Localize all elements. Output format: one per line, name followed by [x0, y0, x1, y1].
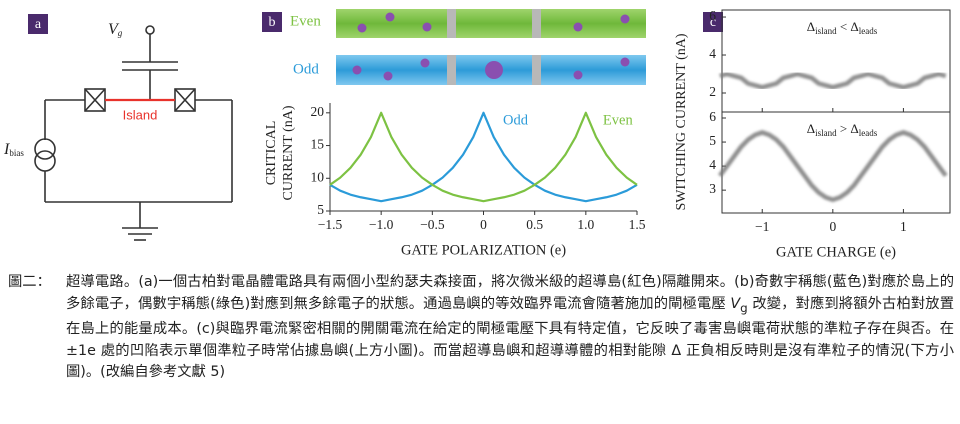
series-line	[329, 111, 638, 203]
panel-label-box	[28, 14, 48, 34]
x-tick-label: −1	[755, 219, 769, 234]
y-axis-label: SWITCHING CURRENT (nA)	[674, 33, 689, 210]
subscript: bias	[9, 148, 24, 158]
electron	[422, 22, 432, 32]
annotation: Δisland > Δleads	[807, 121, 878, 138]
x-axis-label: GATE CHARGE (e)	[776, 244, 896, 260]
even-label: Even	[290, 13, 321, 29]
panel-label: a	[35, 17, 42, 32]
panel-label-box	[703, 12, 723, 32]
junction-cross	[84, 88, 106, 112]
x-axis-label: GATE POLARIZATION (e)	[401, 242, 566, 258]
y-tick-label: 4	[709, 46, 716, 61]
extra-electron	[485, 61, 503, 79]
even-state-bar	[336, 9, 646, 38]
annotation-subscript: leads	[859, 128, 878, 138]
caption: 圖二： 超導電路。(a)一個古柏對電晶體電路具有兩個小型約瑟夫森接面，將次微米級…	[8, 272, 954, 384]
current-source	[34, 150, 56, 172]
figure: a Vg Island Ibias	[3, 8, 951, 260]
caption-text: 超導電路。(a)一個古柏對電晶體電路具有兩個小型約瑟夫森接面，將次微米級的超導島…	[66, 272, 954, 384]
x-tick-label: −1.0	[369, 217, 394, 232]
x-tick-label: 1	[900, 219, 907, 234]
y-tick-label: 10	[311, 169, 325, 184]
text: 改變，對應到將額外古柏對放置在島上的能量成本。(c)與臨界電流緊密相關的開關電流…	[66, 295, 954, 381]
y-tick-label: 6	[709, 8, 716, 23]
y-tick-label: 15	[311, 137, 325, 152]
plot-frame	[721, 111, 951, 214]
series-label: Odd	[503, 112, 529, 128]
electrons	[352, 12, 630, 81]
y-tick-label: 2	[709, 84, 716, 99]
series-label: Even	[603, 112, 634, 128]
subscript: g	[740, 300, 748, 315]
annotation-text: < Δ	[837, 19, 859, 34]
x-tick-label: 0	[480, 217, 487, 232]
y-tick-label: 5	[709, 133, 716, 148]
panel-label-box	[262, 12, 282, 32]
junction-gap	[447, 9, 456, 38]
junction-cross	[174, 88, 196, 112]
current-source	[34, 138, 56, 160]
x-tick-label: 0.5	[526, 217, 543, 232]
junction-gap	[532, 9, 541, 38]
panel-label: c	[710, 15, 716, 30]
electron	[573, 70, 583, 80]
panel-label: b	[269, 15, 276, 30]
y-tick-label: 20	[311, 104, 325, 119]
panel-c: c	[703, 12, 723, 32]
annotation-text: Δ	[807, 19, 815, 34]
symbol: V	[730, 295, 741, 312]
island-label: Island	[123, 107, 158, 122]
annotation-text: > Δ	[837, 121, 859, 136]
electron	[573, 22, 583, 32]
junction-gap	[447, 55, 456, 85]
text: 超導電路。(a)一個古柏對電晶體電路具有兩個小型約瑟夫森接面，將次微米級的超導島…	[66, 274, 954, 312]
panel-b: b Even Odd	[262, 9, 646, 85]
electron	[620, 14, 630, 24]
y-tick-label: 6	[709, 109, 716, 124]
x-tick-label: −0.5	[420, 217, 445, 232]
junction-gap	[532, 55, 541, 85]
series-line	[329, 111, 638, 203]
electron	[385, 12, 395, 22]
terminal	[145, 25, 155, 35]
x-tick-label: −1.5	[318, 217, 343, 232]
x-tick-label: 1.0	[577, 217, 594, 232]
panel-a: a Vg Island Ibias	[3, 14, 233, 241]
y-tick-label: 3	[709, 181, 716, 196]
annotation-subscript: island	[815, 128, 837, 138]
annotation: Δisland < Δleads	[807, 19, 878, 36]
electron	[383, 71, 393, 81]
y-axis-label: CURRENT (nA)	[281, 105, 296, 200]
series-line	[718, 130, 948, 203]
gate-voltage-label: Vg	[108, 21, 123, 38]
annotation-subscript: leads	[859, 26, 878, 36]
caption-label: 圖二：	[8, 274, 51, 290]
electron	[620, 57, 630, 67]
x-tick-label: 0	[829, 219, 836, 234]
x-tick-label: 1.5	[629, 217, 646, 232]
annotation-text: Δ	[807, 121, 815, 136]
odd-label: Odd	[293, 61, 319, 77]
y-tick-label: 4	[709, 157, 716, 172]
electron	[420, 58, 430, 68]
symbol: I	[3, 141, 10, 158]
bias-label: Ibias	[3, 141, 24, 158]
circuit	[34, 25, 233, 241]
subscript: g	[118, 28, 123, 38]
y-tick-label: 5	[317, 202, 324, 217]
electron	[352, 65, 362, 75]
symbol: V	[108, 21, 120, 38]
y-axis-label: CRITICAL	[264, 121, 279, 186]
annotation-subscript: island	[815, 26, 837, 36]
electron	[357, 23, 367, 33]
series-line	[719, 71, 947, 90]
